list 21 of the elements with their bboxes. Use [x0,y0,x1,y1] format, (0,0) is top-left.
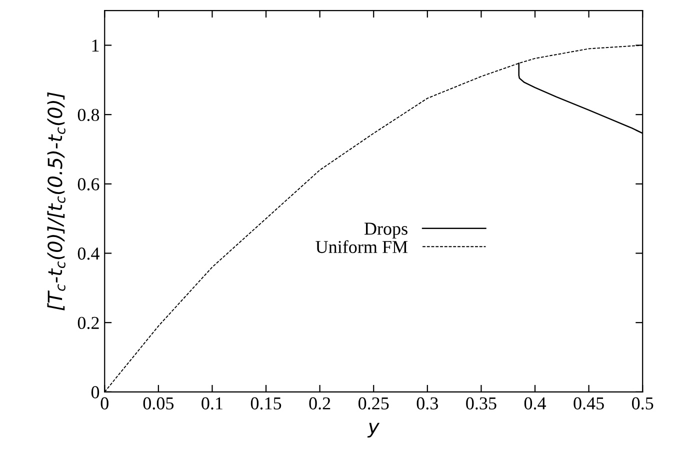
y-tick-label: 0 [91,386,100,398]
x-tick-label: 0.35 [466,397,496,410]
x-tick-label: 0.2 [309,397,330,410]
y-tick-label: 0.6 [78,178,100,190]
y-tick-label: 0.8 [78,108,100,122]
x-tick-label: 0.4 [524,397,546,410]
x-axis-title: y [367,422,380,438]
legend-label: Uniform FM [316,240,408,254]
x-tick-label: 0.25 [358,397,389,410]
text: [T$_{c}$-t$_{c}$(0)]/[t$_{c}$(0.5)-t$_{c}$(0)] [47,92,66,310]
legend-label: Drops [364,222,408,238]
y-tick-label: 0.4 [78,248,100,260]
x-tick-label: 0.45 [574,397,604,410]
x-tick-label: 0.3 [416,397,438,410]
x-tick-label: 0.5 [632,397,654,410]
x-tick-label: 0 [100,397,108,410]
x-tick-label: 0.1 [202,397,222,410]
x-tick-label: 0.15 [250,397,282,410]
y-tick-label: 0.2 [78,316,99,330]
y-tick-label: 1 [92,40,99,52]
x-tick-label: 0.05 [143,397,174,410]
